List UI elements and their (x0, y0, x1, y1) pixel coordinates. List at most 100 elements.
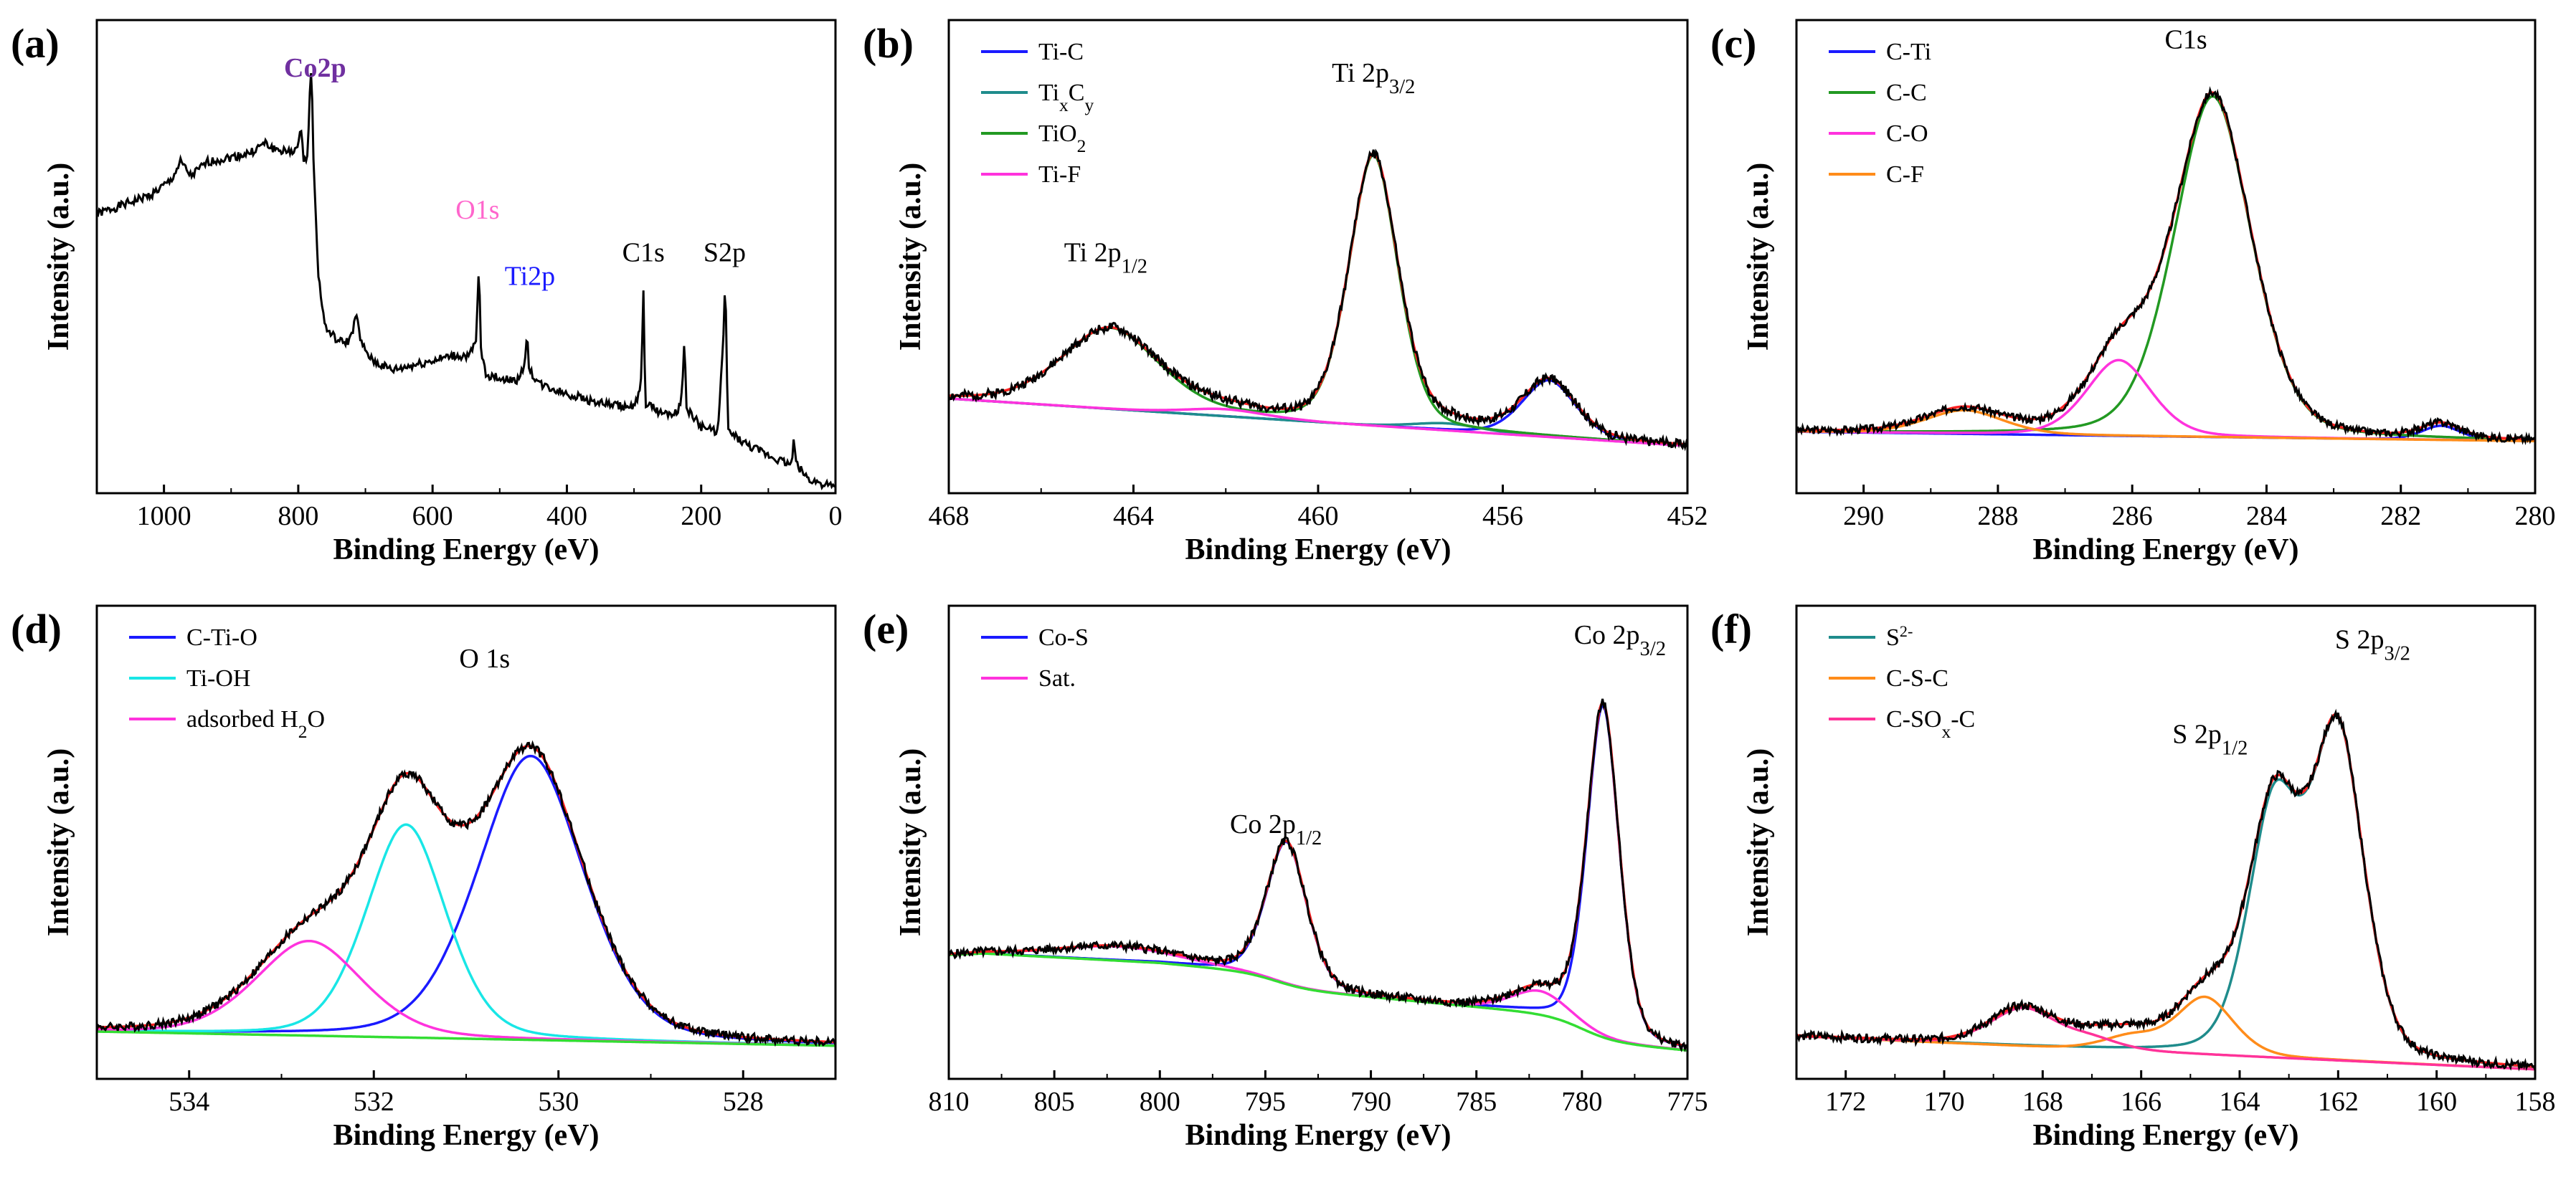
peak-label-d: O 1s (459, 644, 510, 674)
x-tick-label: 530 (538, 1087, 579, 1117)
legend-label-b: TiO2 (1038, 120, 1086, 156)
plot-frame-f (1795, 604, 2537, 1080)
series-d-baseline (97, 1030, 835, 1047)
legend-label-b: Ti-F (1038, 161, 1081, 188)
x-tick-label: 166 (2121, 1087, 2161, 1117)
series-e-raw (949, 698, 1687, 1052)
legend-label-c: C-C (1886, 80, 1927, 106)
y-axis-title-d: Intensity (a.u.) (42, 748, 75, 937)
series-d-envelope (97, 744, 835, 1044)
x-tick-label: 795 (1245, 1087, 1286, 1117)
series-d-ti-oh (97, 823, 835, 1047)
panel-letter-a: (a) (11, 20, 60, 67)
y-axis-title-f: Intensity (a.u.) (1742, 748, 1775, 937)
peak-label-b: Ti 2p1/2 (1064, 238, 1147, 278)
panel-d: 534 532 530 528 Binding Energy (eV) Intensity… (11, 604, 837, 1152)
panel-letter-f: (f) (1710, 606, 1752, 652)
x-tick-label: 800 (278, 501, 318, 531)
peak-label-c: C1s (2165, 25, 2207, 55)
panel-e: 810 805 800 795 790 785 780 775 Binding Energy (… (863, 604, 1708, 1152)
y-axis-title-c: Intensity (a.u.) (1742, 163, 1775, 351)
x-tick-label: 452 (1667, 501, 1708, 531)
y-axis-title-b: Intensity (a.u.) (894, 163, 927, 351)
x-tick-label: 532 (354, 1087, 394, 1117)
legend-label-e: Sat. (1038, 665, 1076, 692)
series-d-c-ti-o (97, 754, 835, 1044)
series-c-c-c (1796, 95, 2535, 441)
x-axis-title-d: Binding Energy (eV) (333, 1119, 599, 1152)
peak-label-e: Co 2p3/2 (1574, 620, 1666, 660)
peak-label-f: S 2p3/2 (2335, 624, 2410, 665)
legend-label-f: S2- (1886, 622, 1913, 652)
series-d-raw (97, 740, 835, 1047)
x-tick-label: 800 (1140, 1087, 1180, 1117)
x-axis-title-a: Binding Energy (eV) (333, 533, 599, 566)
plot-frame-c (1795, 19, 2537, 495)
panel-letter-d: (d) (11, 606, 62, 652)
x-tick-label: 200 (681, 501, 721, 531)
legend-label-e: Co-S (1038, 624, 1089, 651)
y-axis-title-a: Intensity (a.u.) (42, 163, 75, 351)
x-axis-title-c: Binding Energy (eV) (2032, 533, 2298, 566)
series-b-raw (949, 148, 1687, 452)
x-tick-label: 810 (929, 1087, 970, 1117)
peak-label-a: Ti2p (505, 262, 555, 292)
legend-label-c: C-Ti (1886, 39, 1931, 65)
legend-label-d: Ti-OH (186, 665, 250, 692)
x-tick-label: 785 (1456, 1087, 1497, 1117)
y-axis-title-e: Intensity (a.u.) (894, 748, 927, 937)
panel-letter-c: (c) (1710, 20, 1756, 67)
legend-label-f: C-SOx-C (1886, 706, 1975, 742)
series-f-raw (1796, 708, 2535, 1072)
x-tick-label: 400 (546, 501, 587, 531)
x-tick-label: 1000 (137, 501, 191, 531)
plot-frame-a (95, 19, 837, 495)
series-e-baseline (949, 952, 1687, 1052)
series-e-envelope (949, 701, 1687, 1048)
series-e-co-s (949, 704, 1687, 1048)
peak-label-a: Co2p (284, 53, 346, 83)
legend-label-b: TixCy (1038, 80, 1094, 115)
x-tick-label: 164 (2220, 1087, 2260, 1117)
x-axis-title-b: Binding Energy (eV) (1185, 533, 1451, 566)
x-tick-label: 780 (1561, 1087, 1602, 1117)
peak-label-f: S 2p1/2 (2172, 719, 2248, 759)
panel-a: 1000 800 600 400 200 0 Binding Energy (eV) Inte… (11, 19, 843, 566)
x-tick-label: 172 (1825, 1087, 1866, 1117)
legend-label-d: adsorbed H2O (186, 706, 325, 742)
x-tick-label: 162 (2318, 1087, 2359, 1117)
peak-label-a: S2p (704, 238, 746, 268)
legend-label-f: C-S-C (1886, 665, 1948, 692)
x-axis-title-f: Binding Energy (eV) (2032, 1119, 2298, 1152)
panel-letter-b: (b) (863, 20, 914, 67)
x-tick-label: 168 (2022, 1087, 2063, 1117)
legend-label-c: C-F (1886, 161, 1924, 188)
peak-label-a: C1s (622, 238, 665, 268)
peak-label-a: O1s (455, 195, 499, 225)
peak-label-e: Co 2p1/2 (1230, 809, 1322, 849)
x-tick-label: 160 (2416, 1087, 2457, 1117)
x-tick-label: 528 (723, 1087, 764, 1117)
x-tick-label: 460 (1298, 501, 1339, 531)
panel-c: 290 288 286 284 282 280 Binding Energy (eV) Int… (1710, 19, 2556, 566)
series-c-c-f (1796, 409, 2535, 443)
x-tick-label: 600 (412, 501, 453, 531)
panel-b: 468 464 460 456 452 Binding Energy (eV) Intens… (863, 19, 1708, 566)
x-tick-label: 468 (929, 501, 970, 531)
x-tick-label: 0 (829, 501, 843, 531)
x-tick-label: 464 (1113, 501, 1154, 531)
panel-f: 172 170 168 166 164 162 160 158 Binding Energy (… (1710, 604, 2556, 1152)
x-tick-label: 456 (1482, 501, 1523, 531)
x-tick-label: 170 (1924, 1087, 1965, 1117)
x-tick-label: 805 (1034, 1087, 1075, 1117)
series-b-ti-f (949, 397, 1687, 447)
series-f-c-s-c (1796, 995, 2535, 1071)
x-tick-label: 280 (2515, 501, 2556, 531)
series-c-raw (1796, 86, 2535, 446)
legend-label-c: C-O (1886, 120, 1928, 147)
legend-label-d: C-Ti-O (186, 624, 257, 651)
x-tick-label: 284 (2246, 501, 2287, 531)
peak-label-b: Ti 2p3/2 (1332, 58, 1415, 98)
x-tick-label: 158 (2515, 1087, 2556, 1117)
